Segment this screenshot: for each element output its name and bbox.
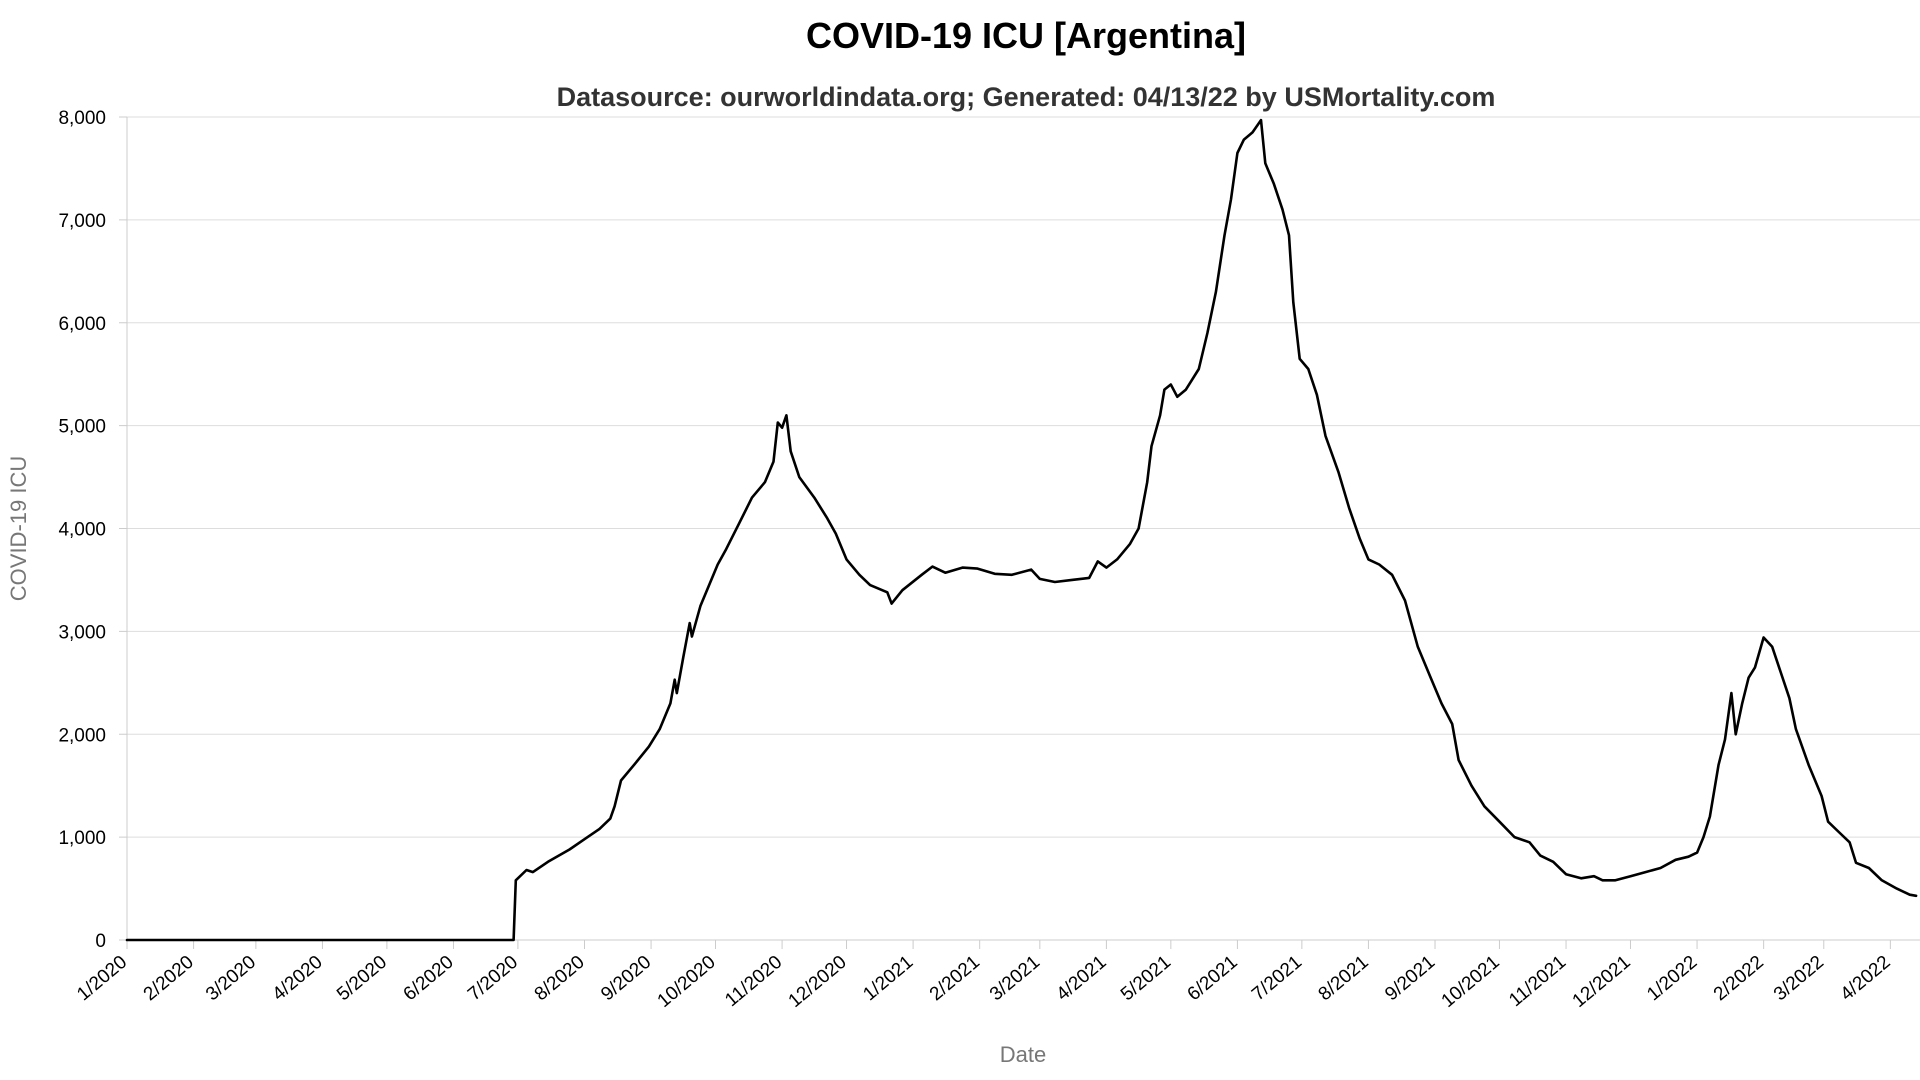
- x-tick-label: 8/2021: [1315, 952, 1373, 1005]
- x-axis-title: Date: [1000, 1042, 1046, 1067]
- x-tick-label: 3/2020: [202, 952, 260, 1005]
- x-tick-label: 4/2022: [1837, 952, 1895, 1005]
- x-tick-label: 5/2021: [1117, 952, 1175, 1005]
- x-tick-label: 11/2021: [1505, 952, 1570, 1011]
- series-line-icu: [125, 118, 1918, 942]
- y-gridlines: [127, 116, 1920, 838]
- y-tick-label: 7,000: [58, 211, 106, 232]
- x-tick-label: 11/2020: [721, 952, 786, 1011]
- x-tick-label: 1/2020: [73, 952, 131, 1005]
- x-tick-label: 4/2020: [269, 952, 327, 1005]
- x-tick-label: 8/2020: [531, 952, 589, 1005]
- x-tick-label: 4/2021: [1053, 952, 1111, 1005]
- x-tick-label: 3/2022: [1770, 952, 1828, 1005]
- y-tick-label: 6,000: [58, 314, 106, 335]
- x-tick-label: 3/2021: [986, 952, 1044, 1005]
- x-tick-label: 12/2021: [1569, 952, 1635, 1012]
- x-tick-label: 6/2021: [1184, 952, 1242, 1005]
- x-tick-label: 1/2021: [859, 952, 917, 1005]
- x-tick-label: 2/2021: [926, 952, 984, 1005]
- x-tick-label: 10/2021: [1438, 952, 1504, 1012]
- x-axis-ticks: 1/2020 2/2020 3/2020 4/2020 5/2020 6/2020 7/20…: [73, 940, 1895, 1012]
- y-tick-label: 8,000: [58, 108, 106, 129]
- x-tick-label: 7/2020: [464, 952, 522, 1005]
- y-axis-title: COVID-19 ICU: [6, 456, 31, 601]
- x-tick-label: 9/2021: [1381, 952, 1439, 1005]
- x-tick-label: 5/2020: [333, 952, 391, 1005]
- x-tick-label: 7/2021: [1248, 952, 1306, 1005]
- y-tick-label: 0: [95, 931, 106, 952]
- y-tick-label: 2,000: [58, 725, 106, 746]
- chart-subtitle: Datasource: ourworldindata.org; Generate…: [557, 82, 1496, 112]
- series-layer: [125, 118, 1918, 942]
- x-tick-label: 2/2022: [1710, 952, 1768, 1005]
- x-tick-label: 12/2020: [785, 952, 851, 1012]
- x-tick-label: 2/2020: [140, 952, 198, 1005]
- chart-title: COVID-19 ICU [Argentina]: [806, 15, 1246, 56]
- y-axis-ticks: 0 1,000 2,000 3,000 4,000 5,000 6,000 7,000 8,00…: [58, 108, 127, 952]
- x-tick-label: 1/2022: [1643, 952, 1701, 1005]
- y-tick-label: 4,000: [58, 520, 106, 541]
- x-tick-label: 6/2020: [400, 952, 458, 1005]
- x-tick-label: 10/2020: [654, 952, 720, 1012]
- y-tick-label: 5,000: [58, 417, 106, 438]
- y-tick-label: 3,000: [58, 622, 106, 643]
- y-tick-label: 1,000: [58, 828, 106, 849]
- x-tick-label: 9/2020: [597, 952, 655, 1005]
